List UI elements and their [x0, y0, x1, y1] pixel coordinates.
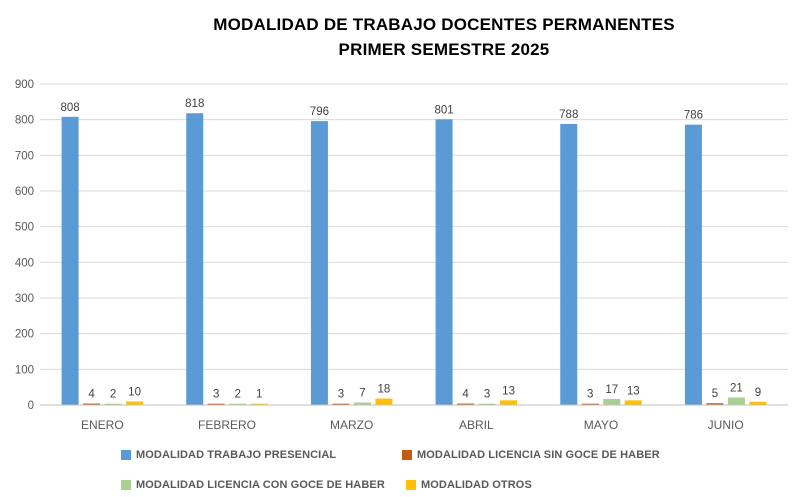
data-label-abril-series3: 13	[502, 385, 515, 397]
bar-febrero-series2	[229, 403, 247, 405]
y-axis-tick-label-900: 900	[15, 79, 34, 91]
bar-junio-series0	[684, 124, 702, 405]
data-label-mayo-series2: 17	[605, 384, 618, 396]
data-label-junio-series1: 5	[712, 388, 718, 400]
bar-enero-series2	[104, 403, 122, 405]
data-label-enero-series3: 10	[128, 386, 141, 398]
data-label-enero-series1: 4	[88, 389, 95, 401]
bar-abril-series0	[435, 119, 453, 405]
x-axis-category-label-junio: JUNIO	[708, 418, 744, 432]
x-axis-category-label-mayo: MAYO	[584, 418, 618, 432]
legend-label-series2: MODALIDAD LICENCIA CON GOCE DE HABER	[136, 478, 385, 491]
legend-swatch-series0	[121, 449, 131, 460]
bar-marzo-series0	[310, 121, 328, 406]
y-axis-tick-label-700: 700	[15, 150, 34, 162]
bar-chart-plot-area: 0 100 200 300 400 500 600 700 800 900 808 4 2 10 ENERO…	[15, 79, 788, 432]
data-label-febrero-series3: 1	[256, 389, 262, 401]
data-label-junio-series2: 21	[730, 383, 743, 395]
bar-marzo-series3	[375, 398, 393, 405]
x-axis-category-label-febrero: FEBRERO	[198, 418, 256, 432]
legend-label-series3: MODALIDAD OTROS	[421, 478, 532, 491]
bar-junio-series1	[706, 403, 724, 405]
bar-marzo-series1	[332, 403, 350, 405]
bar-febrero-series3	[250, 403, 268, 405]
legend-swatch-series2	[121, 479, 131, 490]
data-label-enero-series2: 2	[110, 389, 116, 401]
y-axis-tick-label-600: 600	[15, 186, 34, 198]
data-label-enero-series0: 808	[60, 102, 79, 114]
bar-febrero-series1	[207, 403, 225, 405]
y-axis-tick-label-500: 500	[15, 222, 34, 234]
x-axis-category-label-abril: ABRIL	[459, 418, 494, 432]
chart-title: MODALIDAD DE TRABAJO DOCENTES PERMANENTE…	[88, 12, 800, 62]
bar-mayo-series0	[560, 123, 578, 406]
data-label-abril-series0: 801	[434, 104, 453, 116]
bar-enero-series3	[126, 401, 144, 405]
bar-junio-series3	[749, 401, 767, 405]
legend-item-series2: MODALIDAD LICENCIA CON GOCE DE HABER	[121, 478, 385, 491]
legend-swatch-series1	[402, 449, 412, 460]
bar-abril-series2	[478, 403, 496, 405]
data-label-junio-series3: 9	[755, 387, 761, 399]
y-axis-tick-label-0: 0	[28, 400, 34, 412]
bar-mayo-series1	[581, 403, 599, 405]
y-axis-tick-label-200: 200	[15, 329, 34, 341]
bar-febrero-series0	[186, 113, 204, 405]
bar-enero-series0	[61, 116, 79, 406]
data-label-mayo-series1: 3	[587, 389, 593, 401]
data-label-junio-series0: 786	[684, 110, 703, 122]
y-axis-tick-label-100: 100	[15, 364, 34, 376]
bar-abril-series1	[457, 403, 475, 405]
data-label-febrero-series1: 3	[213, 389, 219, 401]
bar-enero-series1	[83, 403, 101, 405]
data-label-marzo-series3: 18	[378, 384, 391, 396]
chart-title-line1: MODALIDAD DE TRABAJO DOCENTES PERMANENTE…	[213, 15, 675, 34]
legend-item-series3: MODALIDAD OTROS	[406, 478, 532, 491]
x-axis-category-label-marzo: MARZO	[330, 418, 373, 432]
bar-marzo-series2	[353, 402, 371, 405]
y-axis-tick-label-800: 800	[15, 115, 34, 127]
legend-label-series1: MODALIDAD LICENCIA SIN GOCE DE HABER	[417, 448, 660, 461]
bar-mayo-series2	[603, 398, 621, 405]
data-label-abril-series2: 3	[484, 389, 490, 401]
legend-item-series0: MODALIDAD TRABAJO PRESENCIAL	[121, 448, 336, 461]
data-label-abril-series1: 4	[462, 389, 469, 401]
data-label-marzo-series2: 7	[359, 388, 365, 400]
data-label-marzo-series0: 796	[310, 106, 329, 118]
legend-label-series0: MODALIDAD TRABAJO PRESENCIAL	[136, 448, 337, 461]
data-label-marzo-series1: 3	[338, 389, 344, 401]
y-axis-tick-label-300: 300	[15, 293, 34, 305]
data-label-febrero-series0: 818	[185, 98, 204, 110]
bar-junio-series2	[727, 397, 745, 405]
data-label-febrero-series2: 2	[235, 389, 241, 401]
y-axis-tick-label-400: 400	[15, 257, 34, 269]
x-axis-category-label-enero: ENERO	[81, 418, 124, 432]
bar-abril-series3	[500, 400, 518, 405]
legend-item-series1: MODALIDAD LICENCIA SIN GOCE DE HABER	[402, 448, 660, 461]
data-label-mayo-series3: 13	[627, 385, 640, 397]
legend-swatch-series3	[406, 479, 416, 490]
data-label-mayo-series0: 788	[559, 109, 578, 121]
bar-mayo-series3	[624, 400, 642, 405]
chart-title-line2: PRIMER SEMESTRE 2025	[338, 40, 550, 59]
